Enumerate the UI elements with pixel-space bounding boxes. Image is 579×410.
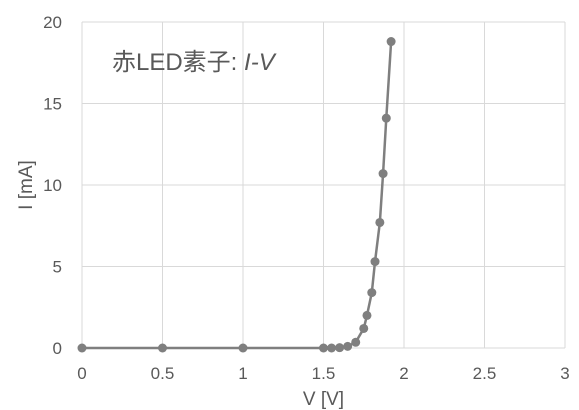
data-point <box>319 343 328 353</box>
data-point <box>378 169 388 179</box>
x-tick-label: 2.5 <box>473 364 497 383</box>
y-axis-title: I [mA] <box>16 160 37 210</box>
x-tick-label: 1 <box>238 364 247 383</box>
series-line <box>82 41 393 350</box>
data-point <box>381 113 391 123</box>
x-tick-label: 0 <box>77 364 86 383</box>
chart-title: 赤LED素子: I-V <box>112 42 275 77</box>
chart-title-text: 赤LED素子: <box>112 49 245 76</box>
data-point <box>375 217 385 227</box>
x-tick-label: 2 <box>399 364 408 383</box>
chart-title-italic: I-V <box>244 49 275 76</box>
x-tick-label: 0.5 <box>151 364 175 383</box>
data-point <box>343 341 353 351</box>
x-axis-title: V [V] <box>303 389 344 410</box>
data-point <box>386 37 396 47</box>
x-tick-label: 3 <box>560 364 569 383</box>
data-point <box>327 343 337 353</box>
data-point <box>370 257 380 267</box>
y-tick-label: 15 <box>43 95 62 114</box>
data-point <box>351 337 361 347</box>
y-tick-label: 20 <box>43 13 62 32</box>
data-point <box>367 288 377 298</box>
x-tick-label: 1.5 <box>312 364 336 383</box>
data-point <box>77 343 87 353</box>
data-point <box>335 343 345 353</box>
data-point <box>362 310 372 320</box>
data-point <box>238 343 248 353</box>
y-tick-label: 10 <box>43 176 62 195</box>
y-tick-label: 0 <box>53 339 62 358</box>
y-tick-label: 5 <box>53 258 62 277</box>
data-point <box>158 343 167 353</box>
data-point <box>359 323 369 333</box>
